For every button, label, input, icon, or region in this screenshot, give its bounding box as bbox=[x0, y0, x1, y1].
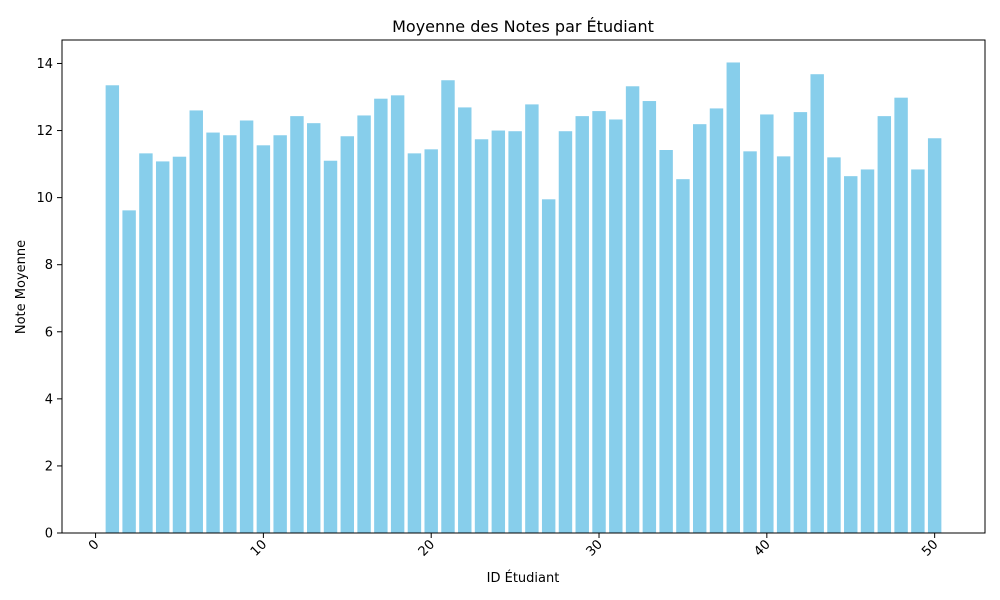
bar bbox=[374, 98, 388, 533]
bar bbox=[609, 119, 623, 533]
y-tick-label: 8 bbox=[45, 258, 53, 273]
bar bbox=[357, 115, 371, 534]
x-axis-title: ID Étudiant bbox=[487, 570, 560, 586]
bar bbox=[508, 131, 522, 533]
x-tick-label: 0 bbox=[86, 537, 102, 553]
bar bbox=[491, 130, 506, 534]
bar bbox=[693, 124, 707, 534]
bar bbox=[625, 86, 640, 533]
y-tick-label: 6 bbox=[45, 325, 53, 340]
bar bbox=[575, 116, 589, 533]
bar bbox=[844, 176, 858, 533]
bar bbox=[155, 161, 170, 533]
bar bbox=[793, 112, 808, 534]
bar bbox=[340, 136, 355, 533]
y-tick-label: 4 bbox=[45, 392, 53, 407]
bar bbox=[709, 108, 724, 534]
bar bbox=[676, 179, 690, 533]
bar bbox=[827, 157, 841, 533]
bar bbox=[760, 114, 774, 533]
bar bbox=[189, 110, 203, 534]
y-axis-title: Note Moyenne bbox=[14, 240, 29, 334]
bar bbox=[441, 80, 455, 534]
y-tick-label: 12 bbox=[36, 124, 53, 139]
bar bbox=[239, 120, 254, 534]
bar bbox=[877, 116, 892, 533]
bar bbox=[172, 156, 187, 533]
bar bbox=[894, 97, 908, 534]
plot-frame bbox=[61, 39, 986, 534]
chart-title: Moyenne des Notes par Étudiant bbox=[392, 17, 654, 36]
bar bbox=[743, 151, 757, 533]
bar bbox=[911, 169, 925, 533]
x-tick-label: 10 bbox=[248, 537, 270, 559]
bar bbox=[323, 160, 338, 534]
x-tick-label: 50 bbox=[919, 537, 941, 559]
y-axis: 0 2 4 6 8 10 12 14 bbox=[36, 57, 62, 542]
y-tick-label: 14 bbox=[36, 57, 53, 72]
bar bbox=[139, 153, 153, 534]
bar bbox=[810, 74, 824, 534]
bar bbox=[927, 138, 942, 533]
bars-group bbox=[105, 62, 942, 534]
bar bbox=[273, 135, 287, 533]
y-tick-label: 2 bbox=[45, 459, 53, 474]
bar bbox=[474, 139, 489, 533]
bar bbox=[525, 104, 539, 533]
bar bbox=[206, 132, 220, 533]
bar bbox=[105, 85, 120, 533]
y-tick-label: 10 bbox=[36, 191, 53, 206]
bar bbox=[458, 107, 472, 533]
x-tick-label: 20 bbox=[416, 537, 438, 559]
bar bbox=[726, 62, 740, 533]
y-tick-label: 0 bbox=[45, 527, 53, 542]
x-tick-label: 30 bbox=[584, 537, 606, 559]
bar bbox=[390, 95, 405, 533]
bar bbox=[541, 199, 556, 534]
bar bbox=[307, 123, 321, 534]
bar bbox=[290, 116, 304, 533]
x-axis: 0 10 20 30 40 50 bbox=[86, 533, 941, 560]
bar bbox=[642, 101, 657, 533]
bar bbox=[558, 131, 573, 533]
bar bbox=[860, 169, 875, 533]
bar bbox=[592, 111, 606, 533]
bar bbox=[659, 150, 673, 533]
bar bbox=[776, 156, 791, 533]
bar bbox=[256, 145, 271, 533]
bar bbox=[223, 135, 237, 533]
bar bbox=[424, 149, 438, 533]
bar bbox=[122, 210, 136, 533]
x-tick-label: 40 bbox=[751, 537, 773, 559]
bar bbox=[407, 153, 422, 534]
